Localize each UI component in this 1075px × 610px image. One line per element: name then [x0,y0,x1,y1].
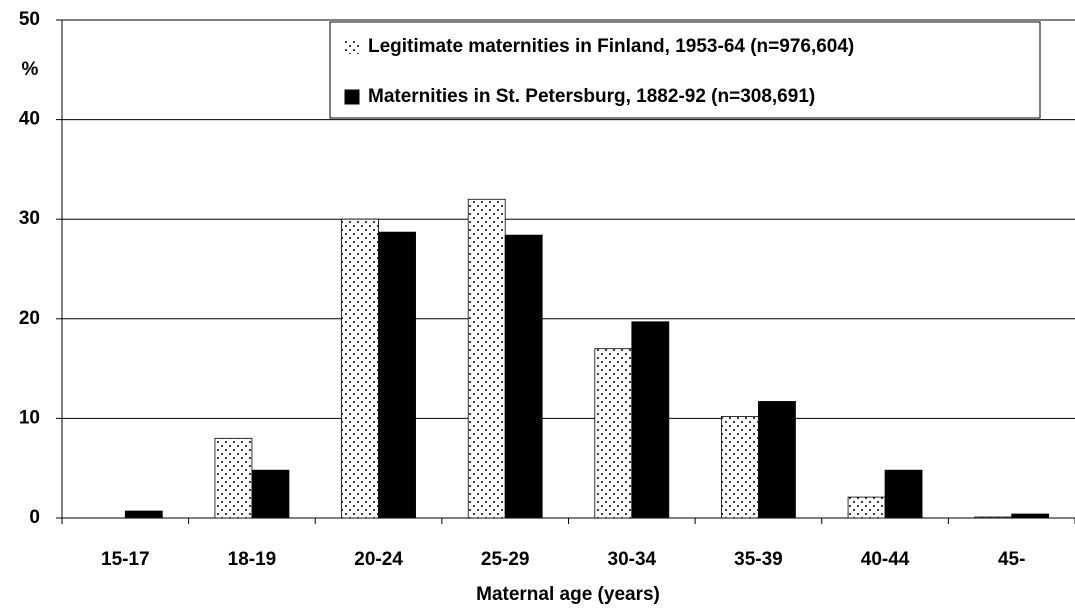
bar [378,231,416,519]
bar [884,469,923,519]
x-tick-label: 40-44 [861,549,910,570]
bar [251,469,290,519]
legend-swatch [344,89,360,105]
bar [594,348,633,519]
x-tick-label: 30-34 [608,549,657,570]
x-tick-label: 35-39 [734,549,783,570]
legend: Legitimate maternities in Finland, 1953-… [329,21,1041,119]
bar [214,437,253,519]
y-tick-label: 10 [19,407,40,428]
bar [504,234,543,519]
y-tick-label: 40 [19,109,40,130]
legend-label: Legitimate maternities in Finland, 1953-… [368,36,854,57]
x-tick-label: 20-24 [354,549,403,570]
bar [124,510,163,519]
y-tick-label: 50 [19,9,40,30]
y-tick-label: 0 [29,507,40,528]
bar [341,218,379,519]
bar [847,496,886,519]
bar [721,416,759,519]
legend-swatch [345,40,359,54]
bars: 15-17 18-19 20-24 25-29 30-34 35-39 40-44 45- [101,198,1050,570]
x-axis-label: Maternal age (years) [476,584,660,605]
y-axis-label: % [22,59,39,80]
bar [758,401,796,519]
bar [974,516,1013,519]
x-tick-label: 45- [998,549,1025,570]
x-tick-label: 18-19 [228,549,277,570]
bar [631,321,670,519]
y-tick-label: 20 [19,308,40,329]
legend-label: Maternities in St. Petersburg, 1882-92 (… [368,86,815,107]
legend-box [329,21,1041,119]
bar [467,198,506,519]
x-tick-label: 25-29 [481,549,530,570]
y-tick-label: 30 [19,208,40,229]
bar [1011,513,1050,519]
x-tick-label: 15-17 [101,549,150,570]
